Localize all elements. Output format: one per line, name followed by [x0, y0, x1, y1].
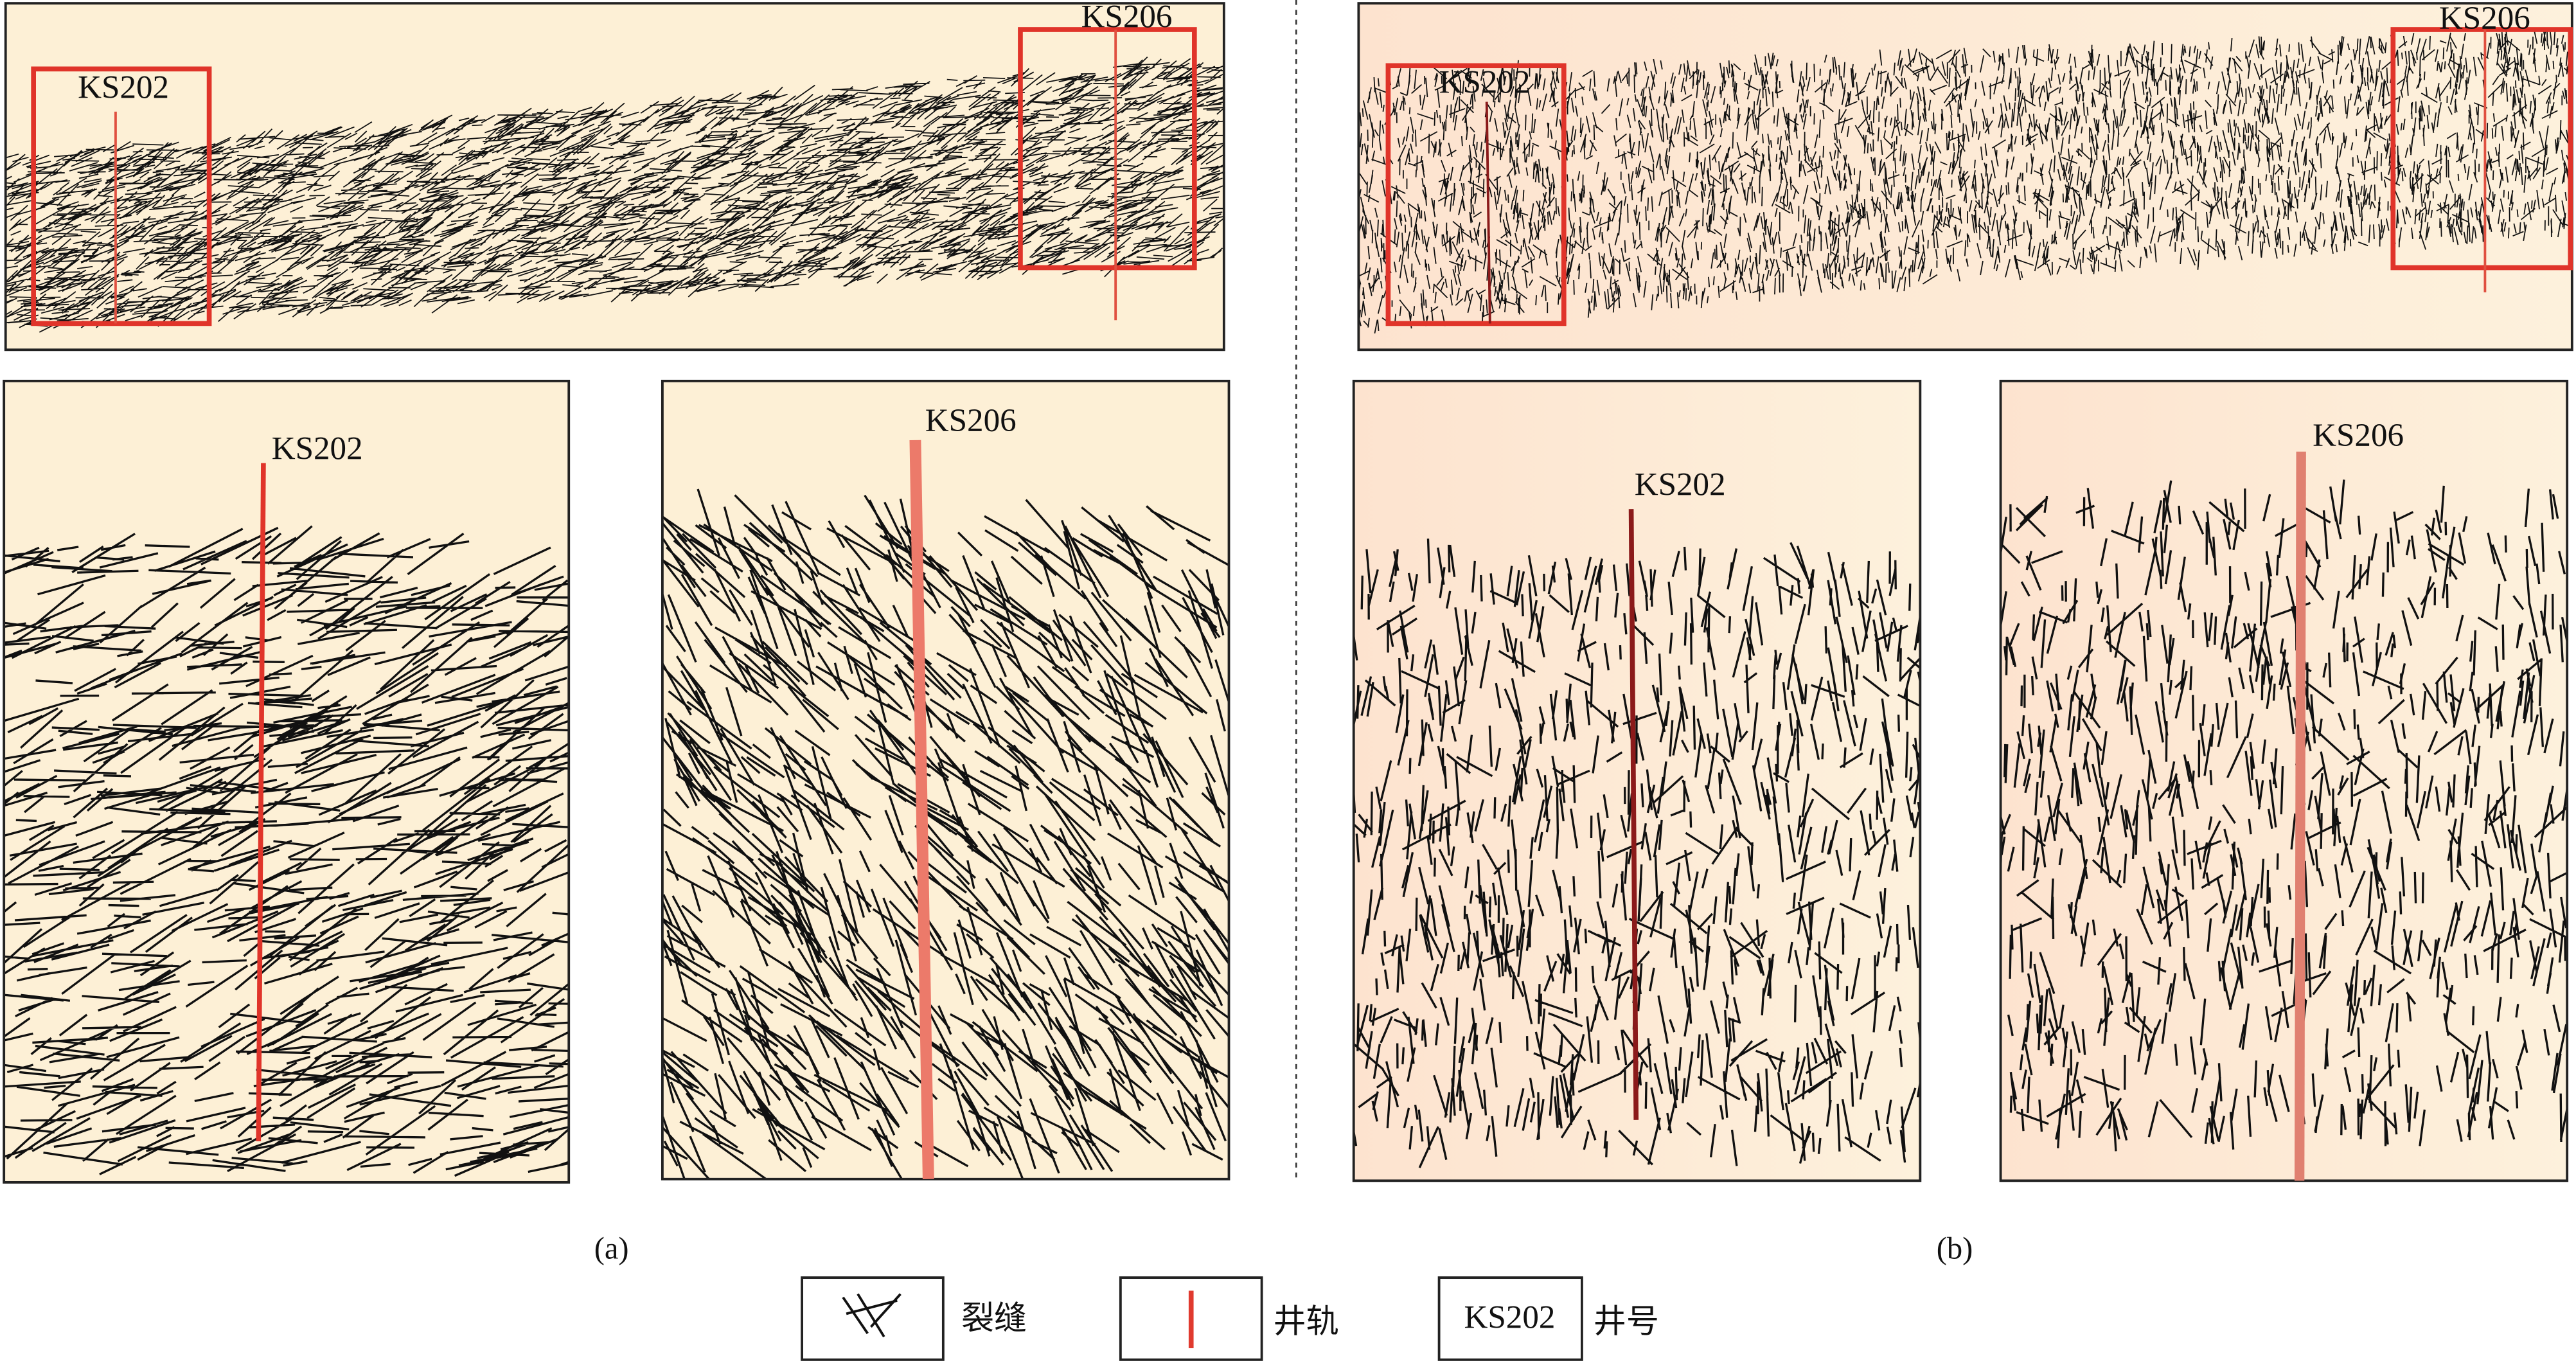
well-label: KS202 [78, 69, 169, 105]
panel-frame [1999, 379, 2569, 1182]
fractures [4, 525, 569, 1177]
fractures [2000, 479, 2568, 1152]
well-label: KS206 [2313, 417, 2404, 454]
fractures [1358, 28, 2572, 334]
panel-frame [3, 379, 571, 1184]
legend-label: 裂缝 [961, 1300, 1027, 1338]
legend-label: 井号 [1594, 1303, 1659, 1341]
zoom-box [31, 66, 212, 326]
panel-background [2000, 380, 2568, 1181]
well-label: KS206 [2439, 0, 2530, 37]
fractures [1353, 539, 1921, 1168]
legend-box [1437, 1276, 1583, 1361]
zoom-box [1018, 27, 1197, 271]
well-track [1628, 509, 1639, 1120]
panel-label: (a) [594, 1231, 629, 1265]
legend-label: 井轨 [1274, 1303, 1339, 1341]
well-label: KS202 [1635, 467, 1726, 503]
well-track [2294, 451, 2306, 1181]
panel-frame [661, 379, 1230, 1180]
legend-sample: KS202 [1464, 1299, 1555, 1335]
well-label: KS206 [925, 402, 1017, 439]
well-label: KS206 [1081, 0, 1173, 35]
legend-box [801, 1276, 945, 1361]
zoom-box [2390, 27, 2573, 271]
legend: 裂缝 井轨 KS202 井号 [801, 1276, 1659, 1361]
well-label: KS202 [1439, 64, 1531, 101]
well-track [256, 463, 266, 1142]
panel-frame [1352, 379, 1922, 1182]
legend-fracture-icon [842, 1293, 902, 1338]
panel-frame [4, 2, 1225, 352]
panel-label: (b) [1937, 1231, 1973, 1265]
well-track [909, 440, 934, 1179]
well-label: KS202 [272, 430, 363, 467]
well-track [1485, 102, 1491, 324]
fractures [662, 488, 1229, 1179]
zoom-box [1385, 63, 1567, 326]
